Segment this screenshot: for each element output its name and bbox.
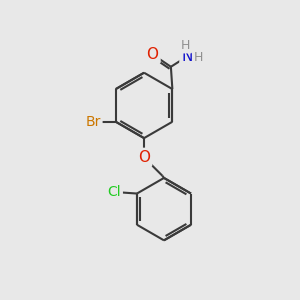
Text: O: O [146, 47, 158, 62]
Text: Br: Br [85, 115, 100, 129]
Text: Cl: Cl [107, 185, 121, 199]
Text: H: H [194, 51, 203, 64]
Text: O: O [138, 150, 150, 165]
Text: N: N [182, 49, 193, 64]
Text: H: H [181, 39, 190, 52]
